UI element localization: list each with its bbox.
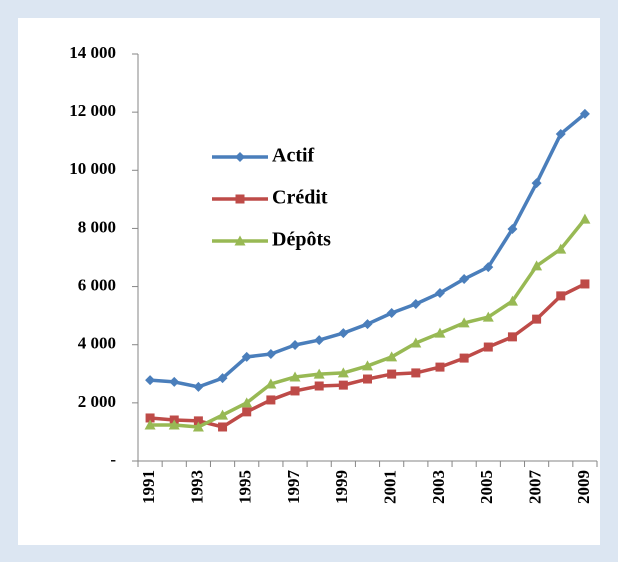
marker bbox=[168, 419, 180, 430]
x-tick-label: 1997 bbox=[284, 470, 303, 505]
marker bbox=[338, 328, 349, 339]
marker bbox=[362, 360, 373, 371]
marker bbox=[337, 367, 349, 378]
marker bbox=[482, 311, 494, 322]
x-tick-label: 2007 bbox=[526, 470, 545, 505]
marker bbox=[483, 342, 493, 352]
marker bbox=[217, 409, 229, 420]
legend-label: Dépôts bbox=[272, 229, 331, 251]
y-tick-label: 2 000 bbox=[78, 392, 116, 411]
marker bbox=[266, 395, 276, 405]
marker bbox=[434, 327, 446, 338]
marker bbox=[313, 368, 325, 379]
marker bbox=[435, 362, 445, 372]
marker bbox=[242, 407, 252, 417]
marker bbox=[579, 108, 590, 119]
marker bbox=[579, 213, 591, 224]
x-tick-label: 1991 bbox=[139, 470, 158, 504]
x-tick-label: 1999 bbox=[332, 470, 351, 504]
legend-label: Crédit bbox=[272, 187, 328, 209]
marker bbox=[193, 381, 204, 392]
marker bbox=[234, 235, 246, 246]
marker bbox=[459, 274, 470, 285]
marker bbox=[265, 349, 276, 360]
marker bbox=[235, 152, 245, 162]
marker bbox=[235, 194, 245, 204]
legend-label: Actif bbox=[272, 145, 315, 167]
marker bbox=[314, 381, 324, 391]
x-tick-label: 2001 bbox=[381, 470, 400, 504]
marker bbox=[169, 376, 180, 387]
marker bbox=[217, 373, 228, 384]
marker bbox=[338, 380, 348, 390]
marker bbox=[144, 419, 156, 430]
marker bbox=[506, 295, 518, 306]
marker bbox=[241, 351, 252, 362]
marker bbox=[507, 332, 517, 342]
marker bbox=[532, 314, 542, 324]
x-tick-label: 1995 bbox=[236, 470, 255, 504]
marker bbox=[290, 386, 300, 396]
marker bbox=[386, 351, 398, 362]
marker bbox=[363, 374, 372, 384]
marker bbox=[410, 337, 422, 348]
marker bbox=[580, 279, 590, 289]
y-tick-label: 14 000 bbox=[69, 43, 116, 62]
marker bbox=[555, 243, 567, 254]
marker bbox=[314, 335, 325, 346]
marker bbox=[218, 422, 228, 432]
marker bbox=[193, 416, 203, 426]
marker bbox=[362, 319, 373, 330]
y-tick-label: 6 000 bbox=[78, 275, 116, 294]
marker bbox=[458, 317, 470, 328]
marker bbox=[289, 371, 301, 382]
x-tick-label: 2009 bbox=[574, 470, 593, 504]
y-tick-label: 4 000 bbox=[78, 334, 116, 353]
marker bbox=[265, 378, 277, 389]
marker bbox=[145, 375, 156, 386]
marker bbox=[290, 340, 301, 351]
y-tick-label: 10 000 bbox=[69, 159, 116, 178]
marker bbox=[145, 413, 155, 423]
x-tick-label: 2005 bbox=[477, 470, 496, 504]
marker bbox=[387, 369, 397, 379]
chart-area bbox=[18, 18, 600, 545]
marker bbox=[555, 128, 566, 139]
marker bbox=[483, 262, 494, 273]
marker bbox=[241, 397, 253, 408]
marker bbox=[531, 260, 543, 271]
marker bbox=[434, 287, 445, 298]
x-tick-label: 2003 bbox=[429, 470, 448, 504]
marker bbox=[531, 178, 542, 189]
y-tick-label: 12 000 bbox=[69, 101, 116, 120]
marker bbox=[410, 299, 421, 310]
marker bbox=[507, 224, 518, 235]
marker bbox=[556, 291, 566, 301]
y-tick-label: - bbox=[110, 450, 116, 469]
y-tick-label: 8 000 bbox=[78, 217, 116, 236]
marker bbox=[459, 353, 469, 363]
marker bbox=[386, 308, 397, 319]
x-tick-label: 1993 bbox=[187, 470, 206, 504]
marker bbox=[411, 368, 421, 378]
marker bbox=[192, 421, 204, 432]
